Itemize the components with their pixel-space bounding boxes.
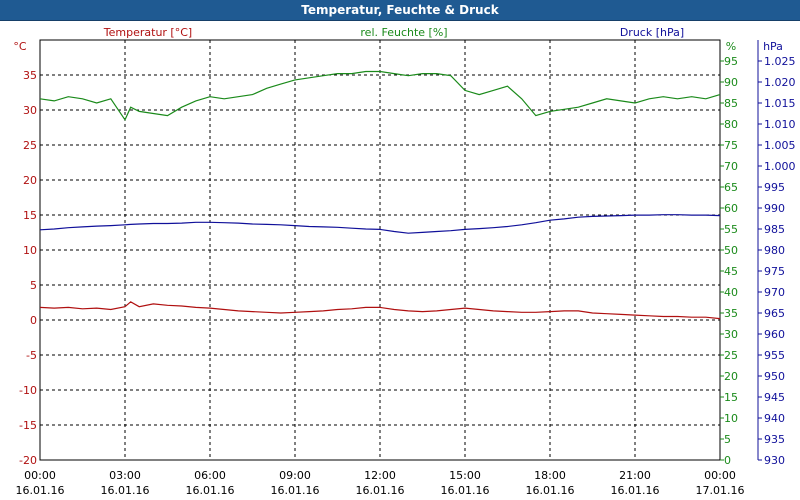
humidity-tick-label: 60 [724,202,738,215]
temperature-tick-label: -10 [19,384,37,397]
temperature-tick-label: 20 [23,174,37,187]
time-tick-label: 00:00 [704,469,736,482]
time-tick-label: 06:00 [194,469,226,482]
date-tick-label: 16.01.16 [16,484,65,497]
pressure-legend: Druck [hPa] [620,26,684,39]
pressure-tick-label: 960 [764,328,785,341]
pressure-tick-label: 935 [764,433,785,446]
date-tick-label: 16.01.16 [441,484,490,497]
pressure-tick-label: 995 [764,181,785,194]
pressure-tick-label: 965 [764,307,785,320]
temperature-unit-label: °C [13,40,27,53]
time-tick-label: 18:00 [534,469,566,482]
pressure-axis: 930 935 940 945 950 955 960 965 970 975 980 985 990 9… [758,55,796,467]
date-tick-label: 16.01.16 [611,484,660,497]
pressure-tick-label: 945 [764,391,785,404]
temperature-tick-label: 10 [23,244,37,257]
date-tick-label: 16.01.16 [186,484,235,497]
temperature-tick-label: 0 [30,314,37,327]
time-tick-label: 00:00 [24,469,56,482]
pressure-tick-label: 1.010 [764,118,796,131]
pressure-tick-label: 955 [764,349,785,362]
humidity-tick-label: 25 [724,349,738,362]
humidity-tick-label: 95 [724,55,738,68]
pressure-tick-label: 1.015 [764,97,796,110]
pressure-tick-label: 975 [764,265,785,278]
temperature-tick-label: 5 [30,279,37,292]
humidity-legend: rel. Feuchte [%] [360,26,447,39]
humidity-tick-label: 50 [724,244,738,257]
humidity-tick-label: 90 [724,76,738,89]
pressure-tick-label: 930 [764,454,785,467]
temperature-tick-label: 25 [23,139,37,152]
temperature-tick-label: 30 [23,104,37,117]
humidity-tick-label: 45 [724,265,738,278]
date-tick-label: 16.01.16 [101,484,150,497]
time-tick-label: 21:00 [619,469,651,482]
temperature-tick-label: -5 [26,349,37,362]
temperature-legend: Temperatur [°C] [103,26,192,39]
pressure-tick-label: 1.005 [764,139,796,152]
pressure-tick-label: 985 [764,223,785,236]
time-tick-label: 12:00 [364,469,396,482]
humidity-tick-label: 30 [724,328,738,341]
temperature-tick-label: 15 [23,209,37,222]
pressure-tick-label: 950 [764,370,785,383]
humidity-unit-label: % [726,40,736,53]
humidity-tick-label: 80 [724,118,738,131]
pressure-tick-label: 1.000 [764,160,796,173]
time-tick-label: 09:00 [279,469,311,482]
humidity-tick-label: 0 [724,454,731,467]
window-title: Temperatur, Feuchte & Druck [0,0,800,21]
humidity-tick-label: 35 [724,307,738,320]
humidity-series-line [39,70,721,122]
date-tick-label: 16.01.16 [356,484,405,497]
pressure-tick-label: 990 [764,202,785,215]
humidity-tick-label: 65 [724,181,738,194]
humidity-tick-label: 85 [724,97,738,110]
pressure-tick-label: 970 [764,286,785,299]
pressure-tick-label: 1.020 [764,76,796,89]
series-group [39,70,721,320]
pressure-tick-label: 940 [764,412,785,425]
humidity-tick-label: 40 [724,286,738,299]
humidity-tick-label: 55 [724,223,738,236]
grid-lines [40,40,720,460]
temperature-series-line [39,301,721,320]
humidity-tick-label: 70 [724,160,738,173]
time-tick-label: 15:00 [449,469,481,482]
temperature-tick-label: -20 [19,454,37,467]
humidity-tick-label: 15 [724,391,738,404]
temperature-tick-label: 35 [23,69,37,82]
pressure-tick-label: 1.025 [764,55,796,68]
humidity-axis: 0 5 10 15 20 25 30 35 40 45 50 55 60 65 70 75 80 85 90 95 [720,55,738,467]
humidity-tick-label: 5 [724,433,731,446]
humidity-tick-label: 20 [724,370,738,383]
date-tick-label: 16.01.16 [271,484,320,497]
temperature-axis: -20 -15 -10 -5 0 5 10 15 20 25 30 35 [19,69,37,467]
temperature-tick-label: -15 [19,419,37,432]
humidity-tick-label: 10 [724,412,738,425]
pressure-series-line [39,214,721,234]
time-axis: 00:00 16.01.16 03:00 16.01.16 06:00 16.01.16 0… [16,469,745,497]
time-tick-label: 03:00 [109,469,141,482]
pressure-tick-label: 980 [764,244,785,257]
pressure-unit-label: hPa [763,40,783,53]
date-tick-label: 17.01.16 [696,484,745,497]
humidity-tick-label: 75 [724,139,738,152]
date-tick-label: 16.01.16 [526,484,575,497]
